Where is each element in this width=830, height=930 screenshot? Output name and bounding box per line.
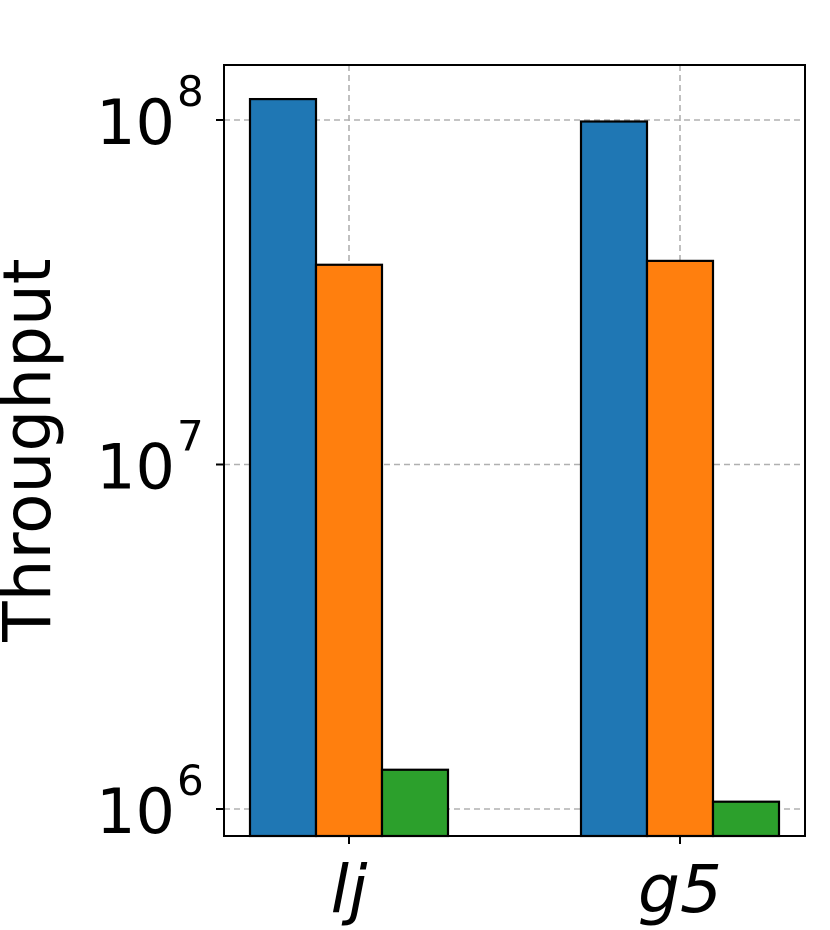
bar-lj-series-2 — [314, 263, 384, 838]
y-tick-exponent: 8 — [177, 67, 204, 116]
y-tick-label: 10 — [96, 431, 175, 504]
y-tick-label: 10 — [96, 775, 175, 848]
bar-g5-series-3 — [711, 800, 781, 838]
x-tick-label: g5 — [638, 851, 722, 928]
y-axis-label: Throughput — [0, 258, 66, 642]
y-tick-exponent: 6 — [177, 756, 204, 805]
y-tick-exponent: 7 — [177, 412, 204, 461]
y-tick-label: 10 — [96, 86, 175, 159]
bar-g5-series-2 — [645, 259, 715, 838]
bar-lj-series-1 — [248, 97, 318, 838]
x-tick-label: lj — [331, 851, 368, 928]
bar-g5-series-1 — [579, 120, 649, 838]
bar-lj-series-3 — [380, 768, 450, 838]
bars-layer — [248, 97, 781, 838]
plot-frame — [223, 64, 806, 837]
x-tick-labels: lj g5 — [331, 836, 722, 928]
